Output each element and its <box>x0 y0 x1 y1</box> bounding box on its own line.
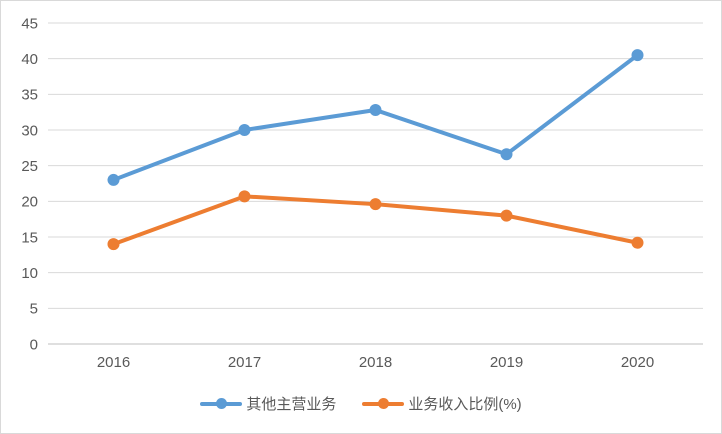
y-tick-label: 5 <box>30 301 38 318</box>
data-point <box>500 209 513 222</box>
data-point <box>631 49 644 62</box>
data-point <box>500 148 513 161</box>
y-tick-label: 25 <box>21 158 38 175</box>
y-tick-label: 45 <box>21 15 38 32</box>
x-tick-label: 2019 <box>490 354 523 371</box>
legend-dot-blue <box>215 398 227 409</box>
x-tick-label: 2018 <box>359 354 392 371</box>
data-point <box>107 238 120 251</box>
y-tick-label: 15 <box>21 229 38 246</box>
legend-label-series-2: 业务收入比例(%) <box>408 396 522 413</box>
data-point <box>238 124 251 136</box>
legend-marker-line-dot-orange <box>362 398 405 410</box>
y-tick-label: 35 <box>21 87 38 104</box>
legend-dot-orange <box>377 398 389 409</box>
x-tick-label: 2017 <box>228 354 261 371</box>
legend-marker-line-dot-blue <box>200 398 243 410</box>
legend-label-series-1: 其他主营业务 <box>246 396 337 413</box>
line-chart-plot-area: 0 5 10 15 20 25 30 35 40 45 2016 2017 2018 2019 2020 <box>21 15 703 371</box>
data-point <box>238 190 251 203</box>
chart-legend: 其他主营业务 业务收入比例(%) <box>1 393 721 414</box>
y-tick-label: 0 <box>30 336 38 353</box>
legend-item-series-1: 其他主营业务 <box>200 393 336 414</box>
data-point <box>369 104 382 117</box>
y-tick-label: 40 <box>21 51 38 68</box>
data-point <box>631 236 644 249</box>
x-tick-label: 2020 <box>621 354 654 371</box>
y-tick-label: 10 <box>21 265 38 282</box>
y-tick-label: 30 <box>21 122 38 139</box>
data-point <box>107 173 120 186</box>
x-tick-label: 2016 <box>97 354 130 371</box>
legend-item-series-2: 业务收入比例(%) <box>362 393 522 414</box>
series-line-1 <box>111 53 640 182</box>
y-tick-label: 20 <box>21 194 38 211</box>
data-point <box>369 198 382 211</box>
